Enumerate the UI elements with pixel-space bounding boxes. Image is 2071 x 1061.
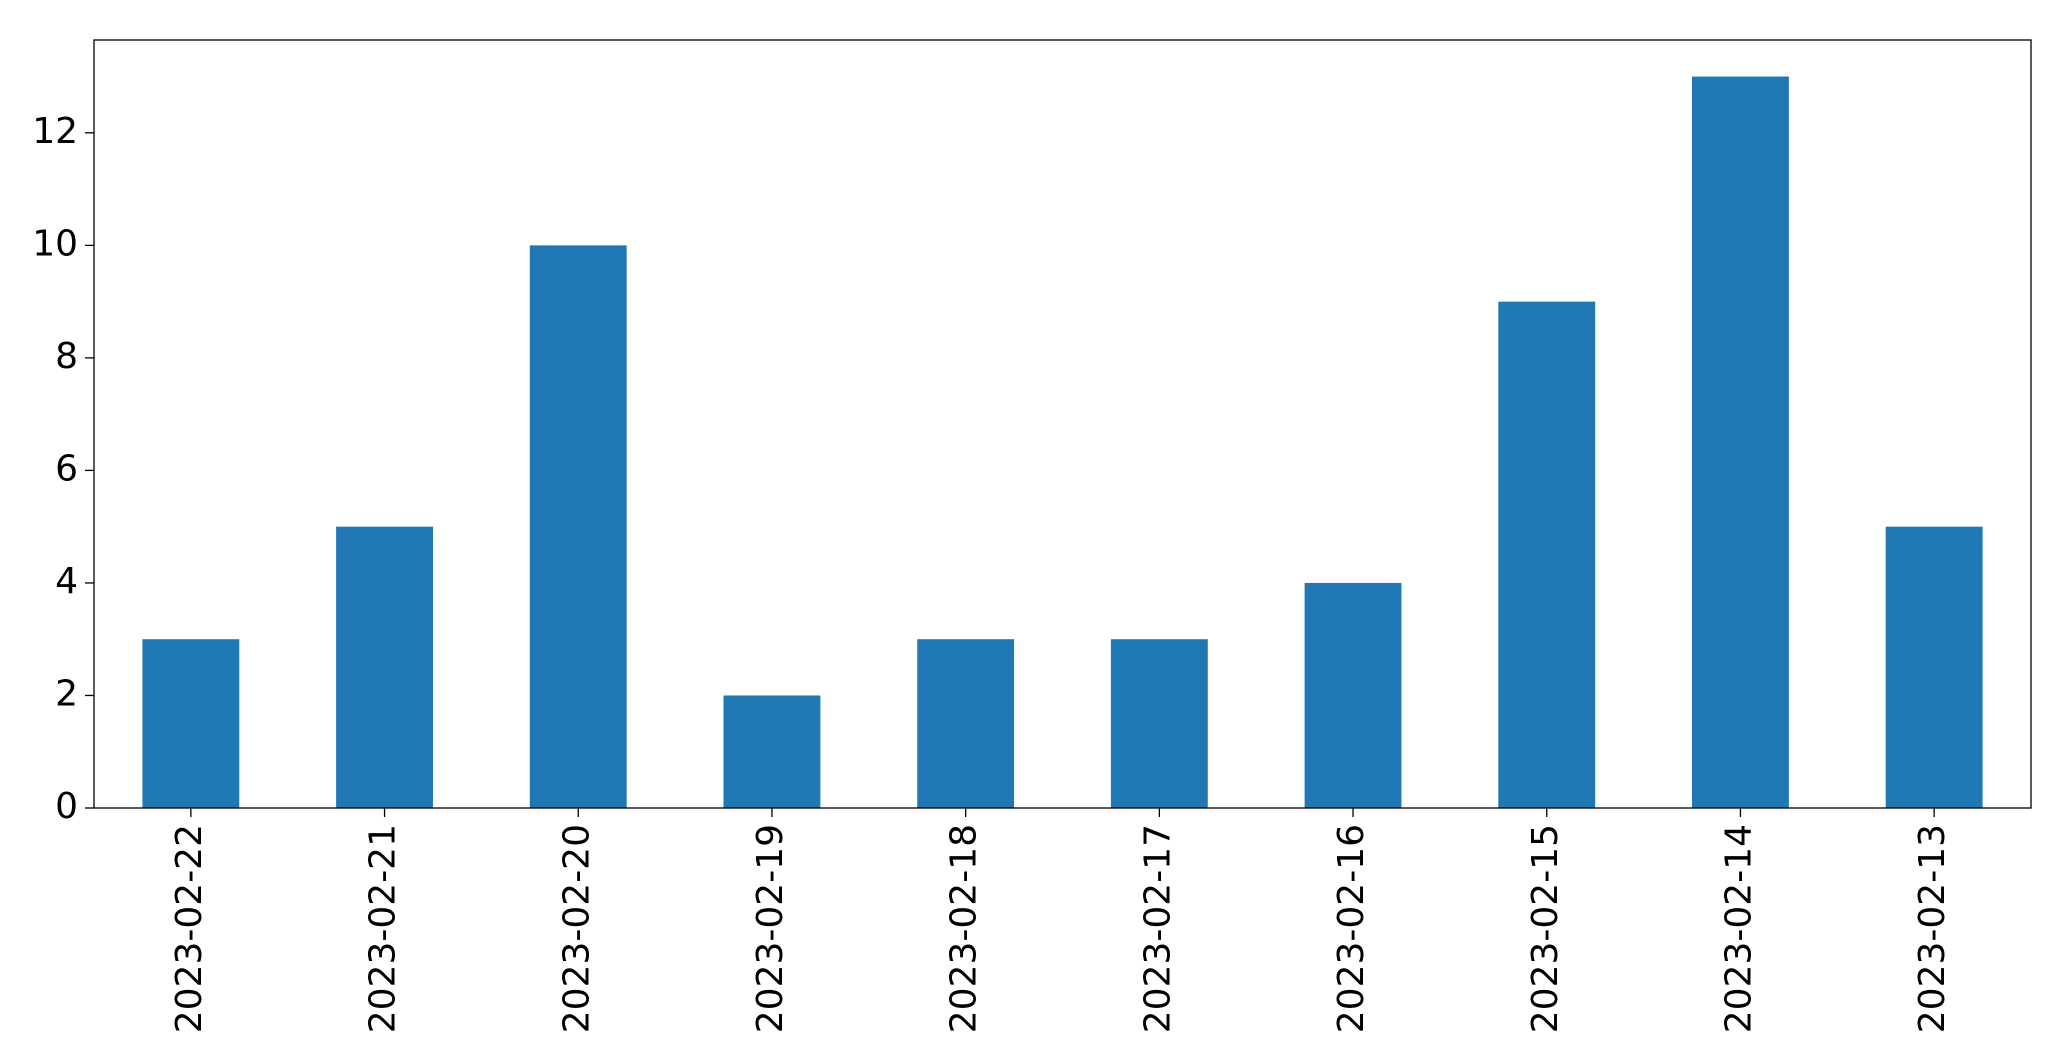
y-tick-label: 12	[32, 111, 78, 152]
x-tick-label: 2023-02-20	[556, 824, 597, 1033]
bar	[1498, 301, 1596, 808]
x-tick-label: 2023-02-16	[1331, 824, 1372, 1033]
bar	[917, 639, 1015, 808]
x-tick-label: 2023-02-14	[1718, 824, 1759, 1033]
bar	[1110, 639, 1208, 808]
y-tick-label: 4	[55, 561, 78, 602]
bar	[1692, 76, 1789, 809]
bar	[1885, 526, 1983, 808]
bar	[336, 526, 433, 808]
bar	[1304, 582, 1402, 808]
x-tick-label: 2023-02-22	[169, 824, 210, 1033]
y-tick-label: 6	[55, 448, 78, 489]
y-tick-label: 10	[32, 223, 78, 264]
y-tick-label: 8	[55, 336, 78, 377]
x-tick-label: 2023-02-19	[750, 824, 791, 1033]
x-tick-label: 2023-02-18	[944, 824, 985, 1033]
x-tick-label: 2023-02-15	[1525, 824, 1566, 1033]
y-tick-label: 2	[55, 673, 78, 714]
x-tick-label: 2023-02-13	[1912, 824, 1953, 1033]
bar	[142, 639, 240, 808]
bar	[529, 245, 627, 808]
y-tick-label: 0	[55, 786, 78, 827]
x-tick-label: 2023-02-17	[1137, 824, 1178, 1033]
x-tick-label: 2023-02-21	[363, 824, 404, 1033]
plot-frame	[93, 39, 2032, 809]
bar	[723, 695, 821, 808]
